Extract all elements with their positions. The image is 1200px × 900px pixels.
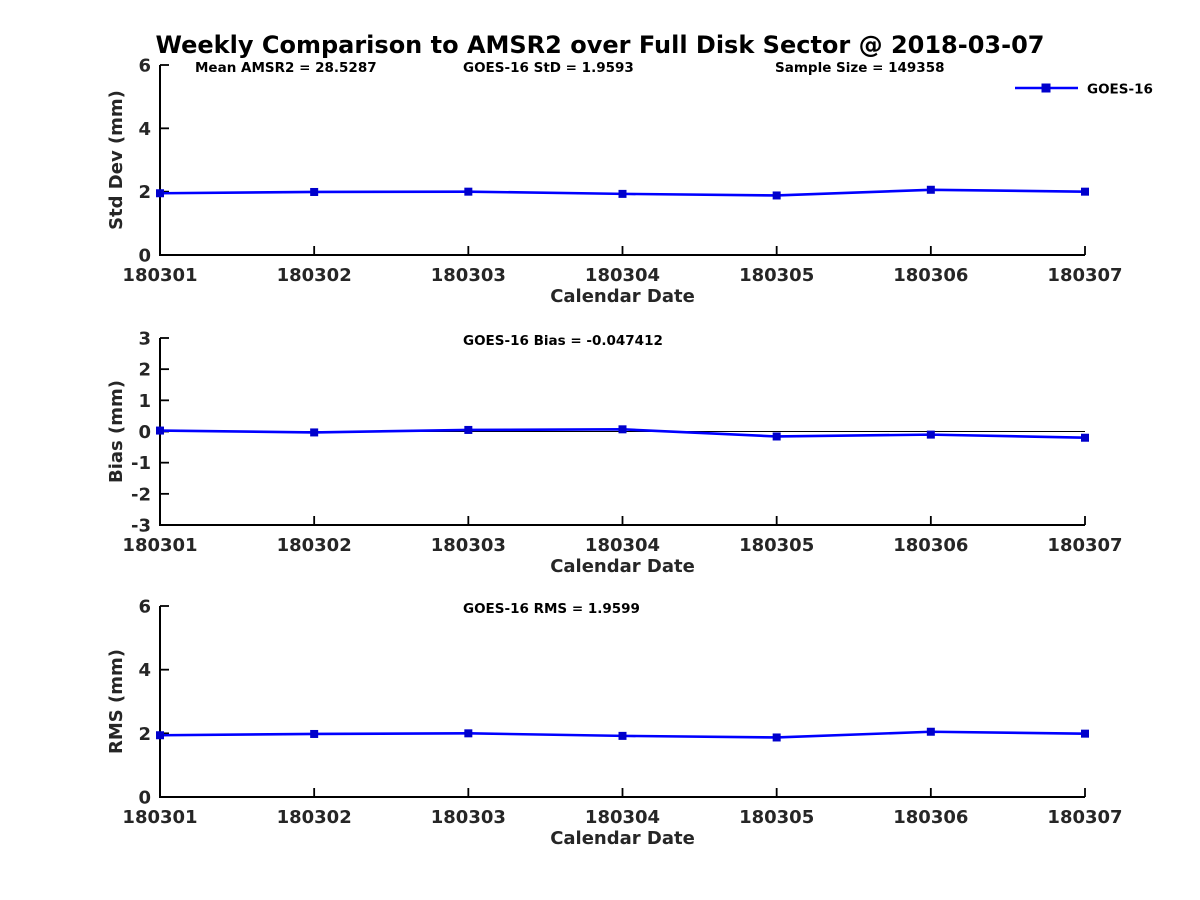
bias-ytick-label: -2 [131, 484, 151, 505]
rms-xtick-label: 180306 [893, 807, 968, 828]
rms-marker [926, 727, 935, 736]
rms-ytick-label: 4 [138, 660, 151, 681]
legend-marker-sample [1041, 83, 1051, 93]
bias-annotation: GOES-16 Bias = -0.047412 [463, 333, 663, 349]
std-dev-xtick-label: 180306 [893, 265, 968, 286]
bias-ytick-label: 1 [138, 391, 151, 412]
rms-xtick-label: 180301 [122, 807, 197, 828]
bias-marker [156, 426, 164, 435]
std-dev-marker [1081, 187, 1089, 196]
std-dev-marker [618, 189, 627, 198]
rms-xtick-label: 180307 [1047, 807, 1122, 828]
std-dev-xtick-label: 180304 [585, 265, 660, 286]
bias-marker [926, 430, 935, 439]
bias-xtick-label: 180302 [277, 535, 352, 556]
std-dev-annotation: Sample Size = 149358 [775, 60, 944, 76]
std-dev-annotation: Mean AMSR2 = 28.5287 [195, 60, 377, 76]
bias-xtick-label: 180305 [739, 535, 814, 556]
rms-marker [772, 733, 781, 742]
std-dev-ylabel: Std Dev (mm) [106, 90, 127, 230]
bias-ylabel: Bias (mm) [106, 380, 127, 483]
std-dev-ytick-label: 2 [138, 182, 151, 203]
rms-ylabel: RMS (mm) [106, 649, 127, 754]
rms-marker [310, 729, 319, 738]
figure-title: Weekly Comparison to AMSR2 over Full Dis… [155, 31, 1045, 59]
rms-xtick-label: 180303 [431, 807, 506, 828]
legend: GOES-16 [1015, 82, 1153, 98]
bias-ytick-label: 3 [138, 329, 151, 350]
bias-xtick-label: 180304 [585, 535, 660, 556]
bias-ytick-label: 0 [138, 422, 151, 443]
rms-marker [156, 731, 164, 740]
rms-xtick-label: 180304 [585, 807, 660, 828]
std-dev-ytick-label: 6 [138, 56, 151, 77]
rms-xtick-label: 180302 [277, 807, 352, 828]
std-dev-ytick-label: 4 [138, 119, 151, 140]
rms-ytick-label: 2 [138, 724, 151, 745]
bias-xtick-label: 180303 [431, 535, 506, 556]
rms-marker [1081, 729, 1089, 738]
bias-marker [1081, 433, 1089, 442]
std-dev-marker [772, 191, 781, 200]
std-dev-chart: 0 2 4 6 180301 180302 180303 180304 180305 180306… [106, 56, 1153, 308]
rms-ytick-label: 6 [138, 597, 151, 618]
std-dev-axes [159, 65, 1085, 256]
std-dev-xtick-label: 180305 [739, 265, 814, 286]
bias-marker [772, 432, 781, 441]
bias-xlabel: Calendar Date [550, 556, 695, 577]
rms-axes [159, 606, 1085, 798]
bias-xtick-label: 180306 [893, 535, 968, 556]
rms-ytick-label: 0 [138, 788, 151, 809]
bias-ytick-label: -1 [131, 453, 151, 474]
std-dev-marker [310, 187, 319, 196]
std-dev-xtick-label: 180303 [431, 265, 506, 286]
std-dev-xtick-label: 180301 [122, 265, 197, 286]
rms-marker [618, 731, 627, 740]
std-dev-xtick-label: 180302 [277, 265, 352, 286]
rms-chart: 0 2 4 6 180301 180302 180303 180304 180305 180306… [106, 597, 1123, 850]
bias-marker [464, 425, 473, 434]
rms-xlabel: Calendar Date [550, 828, 695, 849]
std-dev-ytick-label: 0 [138, 246, 151, 267]
bias-chart: -3 -2 -1 0 1 2 3 180301 180302 180303 180304 180305… [106, 329, 1123, 578]
std-dev-xtick-label: 180307 [1047, 265, 1122, 286]
legend-label: GOES-16 [1087, 82, 1153, 98]
bias-ytick-label: -3 [131, 516, 151, 537]
rms-xtick-label: 180305 [739, 807, 814, 828]
std-dev-xlabel: Calendar Date [550, 286, 695, 307]
bias-xtick-label: 180301 [122, 535, 197, 556]
rms-marker [464, 729, 473, 738]
bias-marker [618, 425, 627, 434]
std-dev-annotation: GOES-16 StD = 1.9593 [463, 60, 634, 76]
std-dev-marker [926, 185, 935, 194]
bias-marker [310, 428, 319, 437]
rms-annotation: GOES-16 RMS = 1.9599 [463, 601, 640, 617]
std-dev-marker [464, 187, 473, 196]
bias-ytick-label: 2 [138, 360, 151, 381]
std-dev-marker [156, 189, 164, 198]
bias-xtick-label: 180307 [1047, 535, 1122, 556]
